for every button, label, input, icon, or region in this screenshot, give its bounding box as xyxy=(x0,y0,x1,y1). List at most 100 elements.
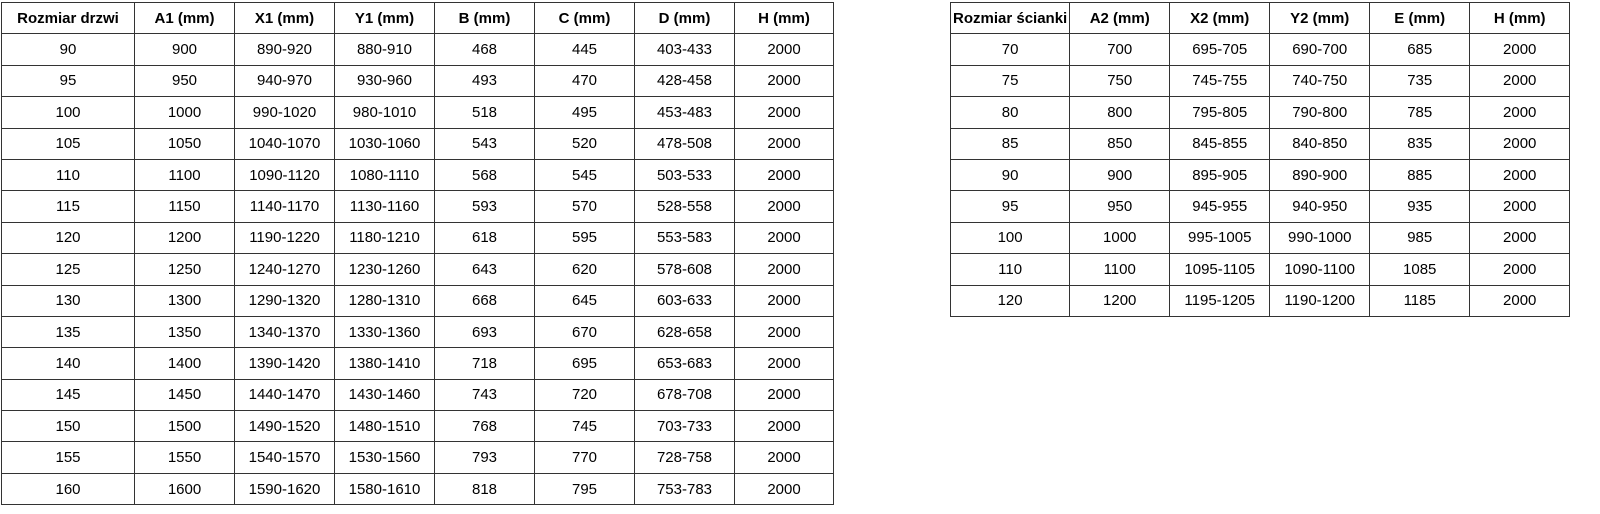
table-cell: 90 xyxy=(949,158,1071,192)
table-cell: 2000 xyxy=(734,190,834,223)
table-cell: 2000 xyxy=(734,96,834,129)
table-cell: 2000 xyxy=(734,221,834,255)
table-cell: 543 xyxy=(434,127,535,160)
table-row: 85 850 845-855 840-850 835 2000 xyxy=(949,127,1571,160)
table-row: 105 1050 1040-1070 1030-1060 543 520 478-508 20… xyxy=(1,127,834,160)
table-cell: 468 xyxy=(434,33,535,66)
table-cell: 568 xyxy=(434,158,535,192)
table-cell: 1100 xyxy=(134,158,235,192)
table-cell: 840-850 xyxy=(1269,127,1371,160)
table-cell: 845-855 xyxy=(1169,127,1271,160)
table-cell: 105 xyxy=(1,127,135,160)
table-cell: 790-800 xyxy=(1269,96,1371,129)
table-cell: 728-758 xyxy=(634,441,735,474)
table-cell: 2000 xyxy=(1469,158,1571,192)
table-cell: 120 xyxy=(1,221,135,255)
table-row: 135 1350 1340-1370 1330-1360 693 670 628-658 20… xyxy=(1,315,834,349)
table-row: 140 1400 1390-1420 1380-1410 718 695 653-683 20… xyxy=(1,347,834,380)
table-cell: 950 xyxy=(1069,190,1171,223)
table-cell: 578-608 xyxy=(634,253,735,286)
table-cell: 1540-1570 xyxy=(234,441,335,474)
table-cell: 2000 xyxy=(734,315,834,349)
table-cell: 1380-1410 xyxy=(334,347,435,380)
table-cell: 818 xyxy=(434,472,535,506)
table-cell: 745 xyxy=(534,410,635,443)
table-row: 75 750 745-755 740-750 735 2000 xyxy=(949,64,1571,98)
table-cell: 495 xyxy=(534,96,635,129)
table-cell: 745-755 xyxy=(1169,64,1271,98)
table-cell: 795 xyxy=(534,472,635,506)
table-cell: 125 xyxy=(1,253,135,286)
table-cell: 2000 xyxy=(1469,127,1571,160)
table-cell: 2000 xyxy=(734,158,834,192)
table-cell: 120 xyxy=(949,284,1071,317)
table-cell: 695-705 xyxy=(1169,33,1271,66)
table-cell: 1240-1270 xyxy=(234,253,335,286)
table-cell: 160 xyxy=(1,472,135,506)
table-cell: 1000 xyxy=(1069,221,1171,255)
column-header: Rozmiar ścianki xyxy=(949,1,1071,35)
table-cell: 950 xyxy=(134,64,235,98)
table-row: 120 1200 1195-1205 1190-1200 1185 2000 xyxy=(949,284,1571,317)
table-cell: 1095-1105 xyxy=(1169,253,1271,286)
table-row: 130 1300 1290-1320 1280-1310 668 645 603-633 20… xyxy=(1,284,834,317)
table-cell: 545 xyxy=(534,158,635,192)
table-cell: 880-910 xyxy=(334,33,435,66)
table-cell: 885 xyxy=(1369,158,1471,192)
table-cell: 753-783 xyxy=(634,472,735,506)
table-cell: 2000 xyxy=(734,378,834,412)
table-cell: 1140-1170 xyxy=(234,190,335,223)
table-cell: 155 xyxy=(1,441,135,474)
table-row: 80 800 795-805 790-800 785 2000 xyxy=(949,96,1571,129)
column-header: D (mm) xyxy=(634,1,735,35)
table-row: 90 900 895-905 890-900 885 2000 xyxy=(949,158,1571,192)
table-cell: 653-683 xyxy=(634,347,735,380)
table-cell: 1330-1360 xyxy=(334,315,435,349)
table-cell: 980-1010 xyxy=(334,96,435,129)
table-cell: 80 xyxy=(949,96,1071,129)
table-cell: 1085 xyxy=(1369,253,1471,286)
wall-sizes-header-row: Rozmiar ścianki A2 (mm) X2 (mm) Y2 (mm) E (m… xyxy=(949,1,1571,35)
table-cell: 140 xyxy=(1,347,135,380)
table-cell: 70 xyxy=(949,33,1071,66)
table-cell: 1440-1470 xyxy=(234,378,335,412)
table-row: 100 1000 995-1005 990-1000 985 2000 xyxy=(949,221,1571,255)
table-cell: 150 xyxy=(1,410,135,443)
table-row: 155 1550 1540-1570 1530-1560 793 770 728-758 20… xyxy=(1,441,834,474)
table-cell: 693 xyxy=(434,315,535,349)
table-row: 100 1000 990-1020 980-1010 518 495 453-483 2000 xyxy=(1,96,834,129)
table-cell: 1300 xyxy=(134,284,235,317)
table-cell: 90 xyxy=(1,33,135,66)
table-row: 145 1450 1440-1470 1430-1460 743 720 678-708 20… xyxy=(1,378,834,412)
table-cell: 1150 xyxy=(134,190,235,223)
column-header: Y2 (mm) xyxy=(1269,1,1371,35)
table-row: 160 1600 1590-1620 1580-1610 818 795 753-783 20… xyxy=(1,472,834,506)
table-cell: 2000 xyxy=(734,441,834,474)
table-cell: 628-658 xyxy=(634,315,735,349)
table-cell: 130 xyxy=(1,284,135,317)
table-cell: 2000 xyxy=(1469,221,1571,255)
table-cell: 75 xyxy=(949,64,1071,98)
table-cell: 1500 xyxy=(134,410,235,443)
column-header: X2 (mm) xyxy=(1169,1,1271,35)
table-cell: 2000 xyxy=(734,64,834,98)
table-cell: 620 xyxy=(534,253,635,286)
table-cell: 668 xyxy=(434,284,535,317)
table-cell: 1040-1070 xyxy=(234,127,335,160)
table-cell: 890-900 xyxy=(1269,158,1371,192)
table-cell: 1180-1210 xyxy=(334,221,435,255)
table-cell: 890-920 xyxy=(234,33,335,66)
table-cell: 100 xyxy=(1,96,135,129)
table-cell: 700 xyxy=(1069,33,1171,66)
table-cell: 995-1005 xyxy=(1169,221,1271,255)
table-cell: 940-950 xyxy=(1269,190,1371,223)
table-cell: 1590-1620 xyxy=(234,472,335,506)
table-cell: 100 xyxy=(949,221,1071,255)
table-cell: 603-633 xyxy=(634,284,735,317)
table-cell: 470 xyxy=(534,64,635,98)
table-cell: 800 xyxy=(1069,96,1171,129)
table-cell: 1090-1100 xyxy=(1269,253,1371,286)
table-cell: 2000 xyxy=(1469,96,1571,129)
table-cell: 770 xyxy=(534,441,635,474)
table-cell: 2000 xyxy=(1469,64,1571,98)
